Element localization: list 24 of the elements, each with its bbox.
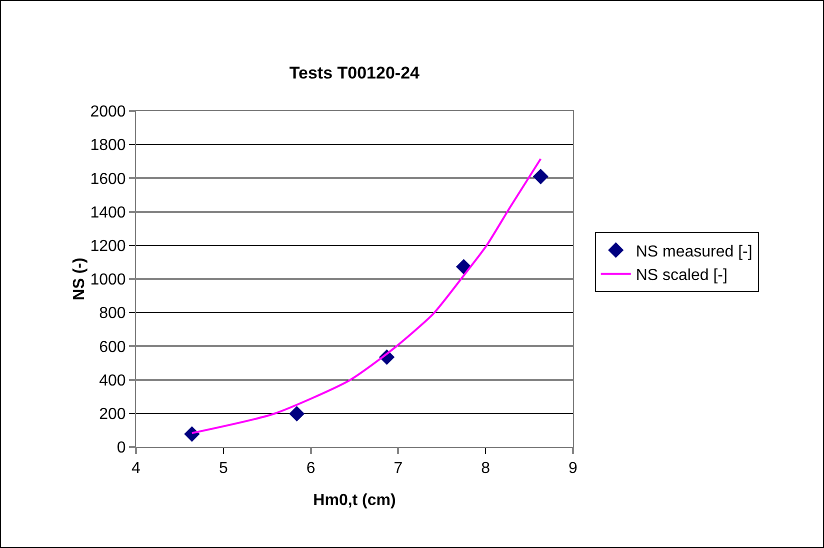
y-tick-label: 200 — [99, 406, 126, 423]
y-tick-label: 1800 — [90, 137, 126, 154]
y-tick-label: 800 — [99, 305, 126, 322]
chart-title: Tests T00120-24 — [289, 63, 420, 82]
y-tick-label: 600 — [99, 338, 126, 356]
legend-label: NS measured [-] — [636, 243, 752, 260]
y-tick-label: 1200 — [90, 238, 126, 255]
x-tick-label: 4 — [132, 460, 141, 478]
x-tick-label: 7 — [394, 460, 403, 478]
point — [289, 406, 305, 422]
x-tick-label: 8 — [481, 460, 490, 478]
y-tick-label: 2000 — [90, 104, 126, 121]
x-tick-label: 9 — [568, 460, 578, 478]
y-tick-label: 1000 — [90, 272, 126, 289]
y-axis-title: NS (-) — [71, 258, 88, 300]
x-tick-label: 5 — [218, 460, 228, 478]
y-tick-label: 0 — [116, 440, 126, 457]
y-tick-label: 400 — [99, 372, 126, 390]
point — [532, 168, 548, 184]
x-tick-label: 6 — [306, 460, 316, 478]
x-axis-title: Hm0,t (cm) — [313, 492, 396, 509]
legend-label: NS scaled [-] — [636, 267, 728, 284]
y-tick-label: 1600 — [90, 170, 126, 188]
y-tick-label: 1400 — [90, 204, 126, 222]
